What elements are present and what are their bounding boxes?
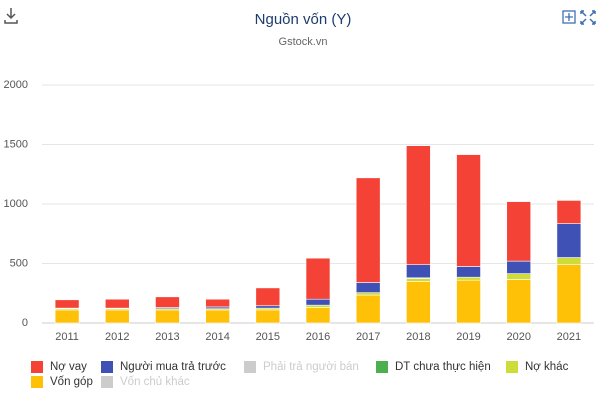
bar-segment: [355, 294, 381, 324]
y-tick-label: 1000: [4, 198, 28, 210]
y-tick-label: 0: [22, 317, 28, 329]
bar-segment: [456, 154, 481, 267]
bar-segment: [406, 278, 431, 282]
legend-marker[interactable]: [506, 361, 518, 373]
legend-label[interactable]: Người mua trả trước: [120, 361, 226, 373]
bar-segment: [305, 304, 331, 308]
x-tick-label: 2014: [205, 331, 229, 343]
bar-segment: [305, 307, 331, 324]
bar-segment: [406, 281, 431, 324]
legend-label[interactable]: Phải trả người bán: [263, 361, 359, 373]
bar-segment: [556, 257, 582, 265]
bar-segment: [556, 264, 582, 324]
x-tick-label: 2016: [306, 331, 330, 343]
bar-segment: [104, 298, 130, 309]
y-tick-label: 500: [10, 257, 28, 269]
x-tick-label: 2020: [506, 331, 530, 343]
bar-segment: [406, 264, 431, 279]
bar-segment: [54, 299, 80, 309]
bar-segment: [155, 309, 180, 324]
add-icon[interactable]: [562, 10, 576, 24]
legend-label[interactable]: Nợ khác: [525, 361, 569, 373]
x-tick-label: 2013: [155, 331, 179, 343]
legend-label[interactable]: Vốn góp: [50, 376, 93, 388]
x-tick-label: 2018: [406, 331, 430, 343]
legend-marker[interactable]: [376, 361, 388, 373]
x-tick-label: 2021: [557, 331, 581, 343]
legend-marker[interactable]: [244, 361, 256, 373]
bar-segment: [205, 309, 230, 324]
bar-segment: [255, 287, 281, 307]
bar-segment: [355, 292, 381, 296]
bar-segment: [104, 309, 130, 324]
legend-marker[interactable]: [31, 376, 43, 388]
bar-segment: [506, 201, 532, 262]
x-tick-label: 2015: [256, 331, 280, 343]
bar-segment: [406, 145, 431, 265]
bar-segment: [355, 282, 381, 293]
bar-segment: [506, 273, 532, 280]
bar-segment: [456, 276, 481, 281]
bar-segment: [305, 298, 331, 306]
bar-segment: [506, 260, 532, 274]
bar-segment: [355, 177, 381, 283]
bar-segment: [456, 266, 481, 278]
y-tick-label: 1500: [4, 138, 28, 150]
bar-segment: [155, 296, 180, 308]
download-icon[interactable]: [4, 8, 18, 24]
bar-segment: [305, 257, 331, 300]
legend-marker[interactable]: [101, 376, 113, 388]
y-tick-label: 2000: [4, 79, 28, 91]
bar-segment: [255, 309, 281, 324]
fullscreen-icon[interactable]: [580, 10, 596, 25]
legend-label[interactable]: Vốn chủ khác: [120, 376, 190, 388]
x-tick-label: 2017: [356, 331, 380, 343]
legend-label[interactable]: Nợ vay: [50, 361, 87, 373]
legend-marker[interactable]: [101, 361, 113, 373]
bar-segment: [54, 309, 80, 324]
bar-segment: [556, 200, 582, 224]
chart-title: Nguồn vốn (Y): [255, 11, 352, 28]
legend-marker[interactable]: [31, 361, 43, 373]
x-tick-label: 2011: [55, 331, 79, 343]
bar-segment: [556, 223, 582, 258]
x-tick-label: 2019: [456, 331, 480, 343]
x-tick-label: 2012: [105, 331, 129, 343]
chart-subtitle: Gstock.vn: [279, 36, 328, 48]
bar-segment: [255, 305, 281, 309]
legend-label[interactable]: DT chưa thực hiện: [395, 361, 491, 373]
bar-segment: [506, 279, 532, 324]
bar-segment: [205, 298, 230, 308]
bar-segment: [456, 279, 481, 324]
